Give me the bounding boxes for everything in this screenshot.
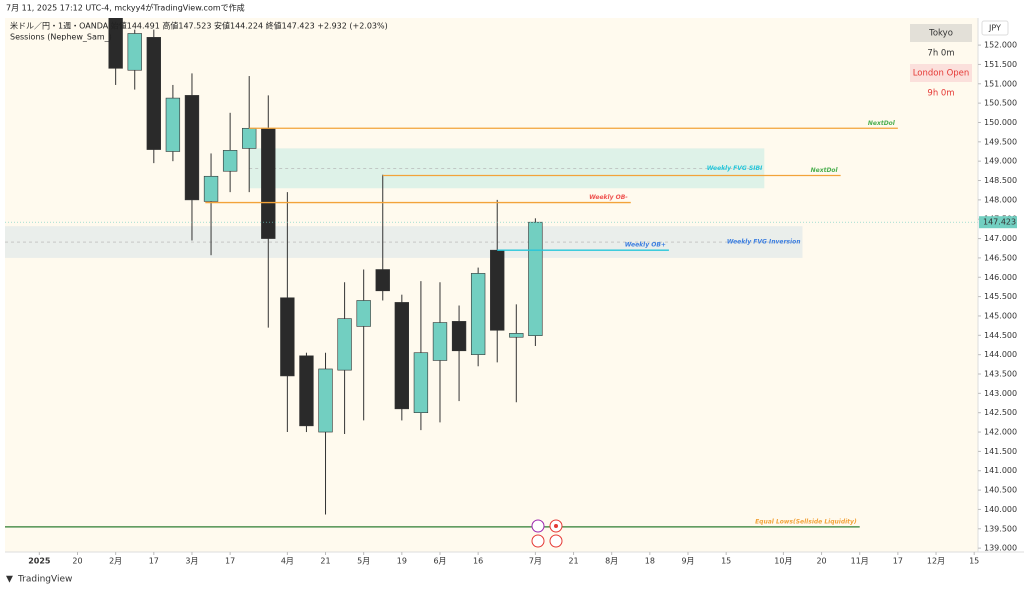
candle-body [490, 249, 505, 331]
candle-body [299, 355, 314, 427]
event-icons [531, 519, 563, 548]
level-label: Equal Lows(Sellside Liquidity) [755, 518, 857, 525]
session-name: London Open [913, 69, 970, 79]
y-tick-label: 152.000 [984, 41, 1017, 50]
candle-body [528, 221, 543, 336]
zone-label: Weekly FVG SIBI [707, 165, 763, 172]
candle-body [184, 95, 200, 201]
x-tick-label: 17 [225, 557, 235, 566]
x-tick-label: 21 [320, 557, 330, 566]
y-tick-label: 149.500 [984, 137, 1017, 146]
level-label: Weekly OB- [589, 194, 628, 201]
x-tick-label: 2月 [109, 557, 122, 566]
zone-box [249, 148, 765, 189]
y-tick-label: 148.000 [984, 195, 1017, 204]
x-tick-label: 5月 [357, 557, 370, 566]
session-name: Tokyo [928, 29, 953, 39]
y-tick-label: 146.500 [984, 253, 1017, 262]
x-tick-label: 8月 [605, 557, 618, 566]
candle-body [203, 175, 219, 202]
candle-body [242, 127, 257, 149]
y-tick-label: 139.000 [984, 544, 1017, 553]
session-box [910, 64, 972, 82]
candle-body [356, 300, 371, 327]
y-tick-label: 150.000 [984, 118, 1017, 127]
footer-logo[interactable]: ▼ [6, 575, 13, 585]
level-label: NextDol [811, 167, 839, 174]
x-tick-label: 12月 [927, 557, 945, 566]
candle-body [413, 352, 429, 413]
level-label: NextDol [868, 120, 896, 127]
candle-body [509, 333, 524, 338]
y-tick-label: 140.000 [984, 505, 1017, 514]
y-tick-label: 139.500 [984, 524, 1017, 533]
x-tick-label: 18 [645, 557, 655, 566]
plot-content: Weekly FVG SIBI Weekly FVG Inversion NextD… [5, 18, 978, 528]
x-tick-label: 20 [72, 557, 82, 566]
candle-body [337, 318, 352, 371]
y-tick-label: 150.500 [984, 99, 1017, 108]
session-box [910, 24, 972, 42]
y-tick-label: 142.000 [984, 428, 1017, 437]
zone-label: Weekly FVG Inversion [727, 239, 801, 246]
y-tick-label: 145.000 [984, 311, 1017, 320]
header-line: 7月 11, 2025 17:12 UTC-4, mckyy4がTradingV… [6, 3, 245, 13]
x-tick-label: 17 [149, 557, 159, 566]
y-tick-label: 146.000 [984, 273, 1017, 282]
y-tick-label: 144.000 [984, 350, 1017, 359]
x-tick-label: 20 [816, 557, 826, 566]
candle-body [127, 33, 142, 71]
candle-body [451, 321, 467, 352]
y-tick-label: 141.000 [984, 466, 1017, 475]
session-time: 9h 0m [927, 89, 954, 99]
candle-body [394, 302, 409, 410]
x-tick-label: 21 [568, 557, 578, 566]
x-tick-label: 6月 [433, 557, 446, 566]
y-tick-label: 149.000 [984, 157, 1017, 166]
y-tick-label: 141.500 [984, 447, 1017, 456]
x-tick-label: 15 [721, 557, 731, 566]
y-tick-label: 144.500 [984, 331, 1017, 340]
x-tick-label: 9月 [681, 557, 694, 566]
header-line: 米ドル／円・1週・OANDA 始値144.491 高値147.523 安値144… [10, 21, 388, 31]
candle-body [108, 18, 123, 69]
level-label: Weekly OB+ [625, 242, 666, 249]
x-tick-label: 15 [969, 557, 979, 566]
y-tick-label: 151.500 [984, 60, 1017, 69]
candle-body [375, 269, 390, 292]
y-tick-label: 143.000 [984, 389, 1017, 398]
price-tag-label: 147.423 [983, 218, 1016, 227]
y-tick-label: 140.500 [984, 486, 1017, 495]
currency[interactable]: JPY [988, 24, 1001, 33]
x-tick-label: 19 [397, 557, 407, 566]
currency-box[interactable] [981, 20, 1009, 36]
footer-brand[interactable]: TradingView [17, 575, 72, 585]
candle-body [280, 297, 295, 377]
y-tick-label: 148.500 [984, 176, 1017, 185]
x-tick-label: 3月 [185, 557, 198, 566]
y-tick-label: 151.000 [984, 79, 1017, 88]
header-line: Sessions (Nephew_Sam_) [10, 33, 112, 42]
x-tick-label: 17 [893, 557, 903, 566]
candle-body [318, 368, 333, 433]
price-tag [979, 216, 1017, 229]
y-tick-label: 147.000 [984, 234, 1017, 243]
x-tick-label: 11月 [851, 557, 869, 566]
y-tick-label: 143.500 [984, 370, 1017, 379]
candle-body [222, 150, 238, 172]
candle-body [165, 97, 181, 152]
candle-body [432, 322, 448, 361]
x-tick-label: 7月 [529, 557, 542, 566]
x-tick-label: 4月 [281, 557, 294, 566]
plot: Weekly FVG SIBI Weekly FVG Inversion NextD… [5, 18, 978, 552]
x-tick-label: 10月 [774, 557, 792, 566]
x-tick-label: 2025 [28, 557, 51, 566]
y-tick-label: 142.500 [984, 408, 1017, 417]
candle-body [470, 273, 486, 355]
session-time: 7h 0m [927, 49, 954, 59]
x-tick-label: 16 [473, 557, 483, 566]
candle-body [146, 37, 161, 150]
y-tick-label: 145.500 [984, 292, 1017, 301]
